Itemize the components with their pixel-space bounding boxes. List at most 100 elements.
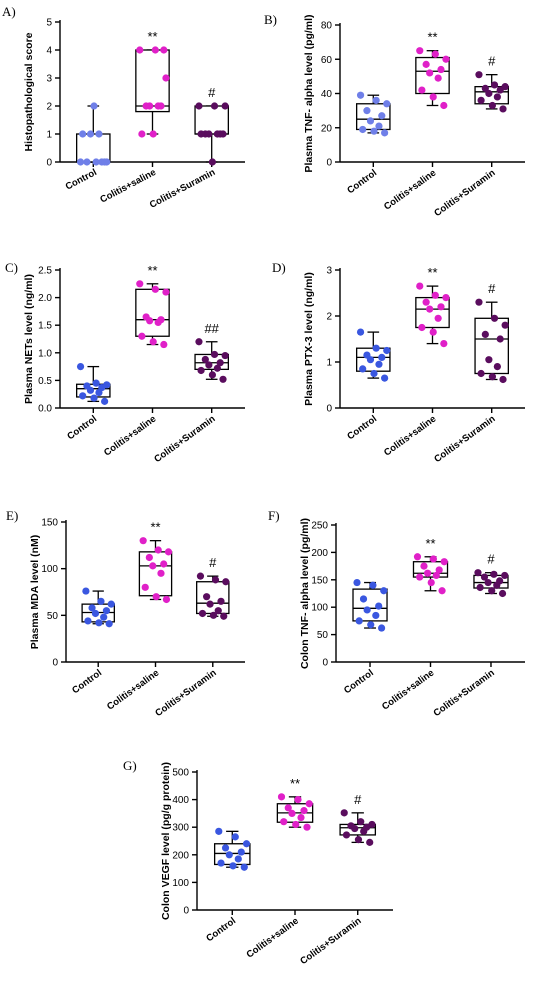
y-tick-label: 100 bbox=[172, 878, 189, 889]
panel-label: F) bbox=[268, 508, 280, 523]
data-point bbox=[501, 321, 509, 329]
data-point bbox=[242, 840, 251, 848]
data-point bbox=[360, 827, 368, 835]
data-point bbox=[475, 71, 483, 79]
panel-label: A) bbox=[2, 4, 16, 19]
data-point bbox=[490, 314, 499, 322]
box bbox=[135, 288, 170, 337]
data-point bbox=[292, 820, 300, 829]
y-tick-label: 0.0 bbox=[38, 404, 52, 415]
y-tick-label: 400 bbox=[172, 795, 189, 806]
category-label: Control bbox=[342, 668, 376, 697]
y-tick-label: 3 bbox=[326, 266, 332, 277]
data-point bbox=[162, 595, 171, 604]
data-point bbox=[101, 397, 109, 405]
significance-marker: ** bbox=[427, 30, 437, 45]
data-point bbox=[197, 130, 205, 138]
data-point bbox=[434, 314, 442, 322]
category-label: Colitis+Suramin bbox=[148, 167, 217, 211]
data-point bbox=[440, 340, 448, 348]
data-point bbox=[86, 130, 95, 138]
data-point bbox=[493, 93, 501, 101]
y-axis-title: Colon TNF- alpha level (pg/ml) bbox=[299, 518, 311, 669]
data-point bbox=[380, 587, 388, 595]
data-point bbox=[422, 60, 430, 68]
data-point bbox=[442, 55, 450, 63]
data-point bbox=[215, 827, 223, 835]
data-point bbox=[440, 101, 448, 110]
data-point bbox=[378, 112, 386, 120]
data-point bbox=[79, 130, 87, 138]
data-point bbox=[86, 386, 95, 394]
category-label: Colitis+Suramin bbox=[298, 915, 363, 967]
data-point bbox=[488, 101, 497, 110]
data-point bbox=[432, 571, 440, 580]
chart-panel-a: A) 0 1 2 3 4 5 Histopathological score Control Co… bbox=[2, 4, 245, 211]
data-point bbox=[102, 607, 111, 615]
data-point bbox=[416, 573, 424, 581]
category-label: Colitis+Suramin bbox=[432, 667, 497, 719]
data-point bbox=[234, 855, 242, 863]
data-point bbox=[217, 859, 225, 867]
data-point bbox=[429, 555, 437, 563]
data-point bbox=[370, 369, 378, 378]
data-point bbox=[426, 305, 434, 313]
y-tick-label: 100 bbox=[311, 603, 328, 614]
data-point bbox=[427, 578, 435, 587]
y-tick-label: 0 bbox=[326, 158, 332, 169]
y-axis-title: Histopathological score bbox=[23, 32, 35, 151]
data-point bbox=[219, 130, 227, 138]
data-point bbox=[493, 363, 501, 371]
data-point bbox=[305, 800, 313, 808]
data-point bbox=[485, 89, 493, 98]
category-label: Colitis+saline bbox=[102, 414, 158, 459]
data-point bbox=[229, 862, 237, 870]
data-point bbox=[162, 74, 170, 82]
category-label: Colitis+Suramin bbox=[153, 667, 218, 719]
data-point bbox=[381, 129, 389, 137]
y-tick-label: 80 bbox=[321, 21, 333, 32]
y-tick-label: 5 bbox=[46, 18, 52, 29]
data-point bbox=[372, 96, 380, 104]
data-point bbox=[435, 566, 443, 574]
significance-marker: # bbox=[488, 54, 496, 69]
data-point bbox=[146, 102, 154, 110]
data-point bbox=[422, 298, 430, 306]
data-point bbox=[105, 620, 113, 628]
significance-marker: ** bbox=[150, 520, 160, 535]
y-tick-label: 60 bbox=[321, 55, 333, 66]
data-point bbox=[149, 562, 157, 570]
data-point bbox=[136, 46, 144, 54]
data-point bbox=[203, 593, 211, 601]
significance-marker: # bbox=[487, 552, 495, 567]
data-point bbox=[372, 611, 380, 620]
data-point bbox=[82, 587, 90, 595]
y-axis-title: Plasma TNF- alpha level (pg/ml) bbox=[303, 14, 315, 172]
y-tick-label: 1 bbox=[326, 358, 332, 369]
box bbox=[76, 133, 111, 163]
data-point bbox=[429, 93, 437, 101]
category-label: Colitis+Suramin bbox=[432, 167, 497, 219]
data-point bbox=[366, 117, 375, 125]
data-point bbox=[160, 46, 168, 54]
y-tick-label: 4 bbox=[46, 46, 52, 57]
data-point bbox=[154, 102, 162, 110]
data-point bbox=[437, 65, 445, 74]
category-label: Colitis+Suramin bbox=[432, 413, 497, 465]
y-tick-label: 250 bbox=[311, 521, 328, 532]
data-point bbox=[355, 617, 363, 625]
data-point bbox=[501, 571, 509, 580]
data-point bbox=[488, 587, 496, 595]
data-point bbox=[145, 553, 153, 562]
data-point bbox=[219, 375, 227, 383]
data-point bbox=[221, 844, 230, 852]
data-point bbox=[363, 606, 371, 614]
box bbox=[196, 581, 230, 615]
data-point bbox=[297, 813, 305, 822]
data-point bbox=[431, 50, 439, 58]
data-point bbox=[481, 84, 489, 92]
y-tick-label: 0 bbox=[183, 906, 189, 917]
y-tick-label: 200 bbox=[172, 850, 189, 861]
